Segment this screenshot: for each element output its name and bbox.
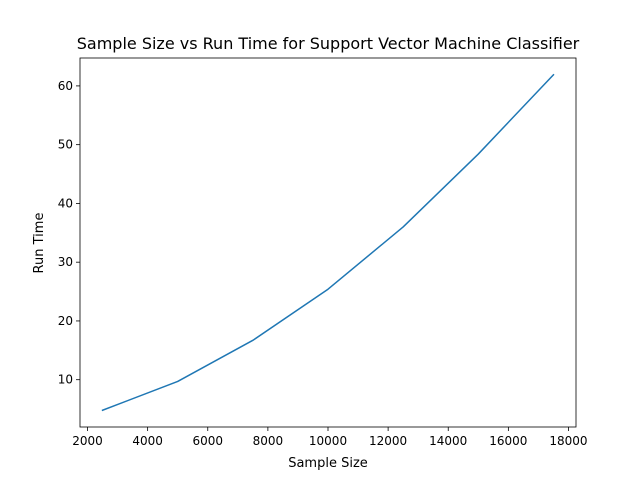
x-tick-label: 12000	[369, 434, 407, 448]
x-tick-label: 2000	[72, 434, 103, 448]
x-tick-label: 4000	[132, 434, 163, 448]
chart-title: Sample Size vs Run Time for Support Vect…	[77, 34, 580, 53]
y-tick-label: 50	[58, 138, 73, 152]
plot-area: 2000 4000 6000 8000 10000 12000 14000 16000 1800…	[58, 57, 588, 448]
x-tick-label: 18000	[549, 434, 587, 448]
x-tick-label: 10000	[309, 434, 347, 448]
y-tick-label: 60	[58, 79, 73, 93]
x-tick-label: 14000	[429, 434, 467, 448]
y-axis-label: Run Time	[32, 213, 47, 274]
x-tick-label: 16000	[489, 434, 527, 448]
y-tick-label: 20	[58, 314, 73, 328]
y-tick-label: 30	[58, 255, 73, 269]
series-line	[101, 73, 555, 412]
x-tick-label: 6000	[192, 434, 223, 448]
x-axis-label: Sample Size	[288, 456, 368, 471]
axes-frame	[79, 57, 577, 428]
y-tick-label: 40	[58, 196, 73, 210]
y-tick-label: 10	[58, 373, 73, 387]
x-tick-label: 8000	[253, 434, 284, 448]
